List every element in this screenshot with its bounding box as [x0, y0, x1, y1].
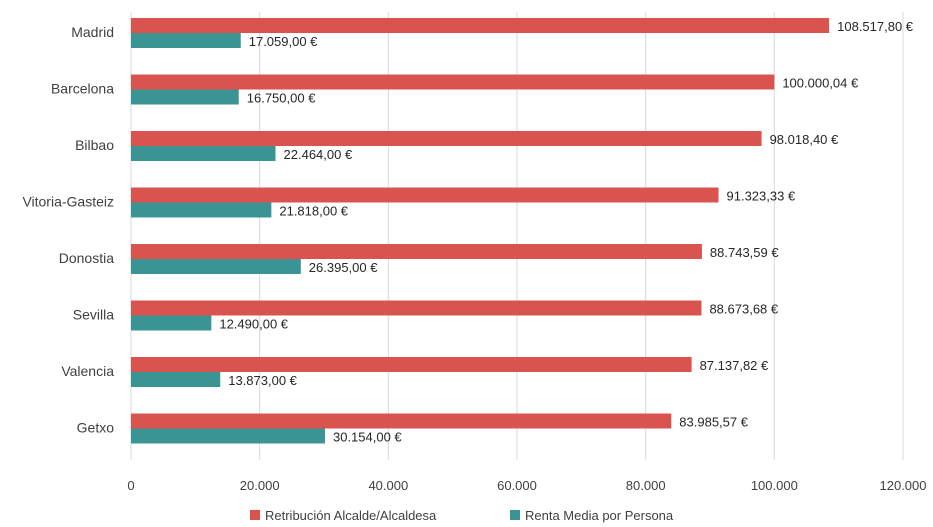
x-axis-ticks: 0 20.000 40.000 60.000 80.000 100.000 120.000: [127, 478, 926, 493]
data-label: 88.673,68 €: [709, 302, 778, 317]
x-tick-label: 40.000: [368, 478, 408, 493]
data-label: 12.490,00 €: [219, 317, 288, 332]
x-tick-label: 60.000: [497, 478, 537, 493]
bar-retribucion: [131, 18, 830, 33]
category-label: Valencia: [61, 363, 114, 379]
data-label: 13.873,00 €: [228, 373, 297, 388]
bar-retribucion: [131, 131, 762, 146]
data-label: 100.000,04 €: [782, 76, 859, 91]
x-tick-label: 0: [127, 478, 134, 493]
data-label: 21.818,00 €: [279, 204, 348, 219]
data-label: 26.395,00 €: [309, 260, 378, 275]
category-label: Sevilla: [73, 307, 114, 323]
category-label: Getxo: [77, 420, 115, 436]
x-tick-label: 120.000: [880, 478, 927, 493]
data-label: 88.743,59 €: [710, 245, 779, 260]
data-label: 17.059,00 €: [249, 34, 318, 49]
bar-retribucion: [131, 357, 692, 372]
data-label: 83.985,57 €: [679, 415, 748, 430]
bar-retribucion: [131, 187, 719, 203]
bar-renta: [131, 146, 276, 161]
data-label: 91.323,33 €: [727, 189, 796, 204]
legend: Retribución Alcalde/Alcaldesa Renta Media…: [250, 508, 674, 523]
data-label: 108.517,80 €: [837, 19, 914, 34]
bar-renta: [131, 315, 212, 331]
legend-label: Retribución Alcalde/Alcaldesa: [265, 508, 437, 523]
category-label: Barcelona: [51, 81, 114, 97]
bar-renta: [131, 202, 272, 218]
bar-retribucion: [131, 300, 702, 316]
legend-swatch: [510, 510, 520, 520]
bar-retribucion: [131, 413, 672, 429]
bar-renta: [131, 33, 241, 48]
category-label: Madrid: [71, 24, 114, 40]
data-label: 16.750,00 €: [247, 91, 316, 106]
data-label: 98.018,40 €: [770, 132, 839, 147]
bar-retribucion: [131, 74, 775, 90]
legend-swatch: [250, 510, 260, 520]
data-label: 30.154,00 €: [333, 430, 402, 445]
category-label: Bilbao: [75, 137, 114, 153]
bar-retribucion: [131, 244, 702, 259]
category-label: Donostia: [59, 250, 114, 266]
x-tick-label: 80.000: [626, 478, 666, 493]
category-label: Vitoria-Gasteiz: [22, 194, 114, 210]
bar-renta: [131, 428, 325, 444]
data-label: 87.137,82 €: [700, 358, 769, 373]
x-tick-label: 100.000: [751, 478, 798, 493]
data-label: 22.464,00 €: [284, 147, 353, 162]
bar-renta: [131, 259, 301, 274]
legend-label: Renta Media por Persona: [525, 508, 674, 523]
bar-renta: [131, 372, 221, 387]
bars: [131, 18, 830, 444]
data-labels: 108.517,80 € 17.059,00 € 100.000,04 € 16.75…: [219, 19, 913, 445]
x-tick-label: 20.000: [240, 478, 280, 493]
bar-renta: [131, 89, 239, 105]
category-labels: Madrid Barcelona Bilbao Vitoria-Gasteiz Dono…: [22, 24, 114, 436]
